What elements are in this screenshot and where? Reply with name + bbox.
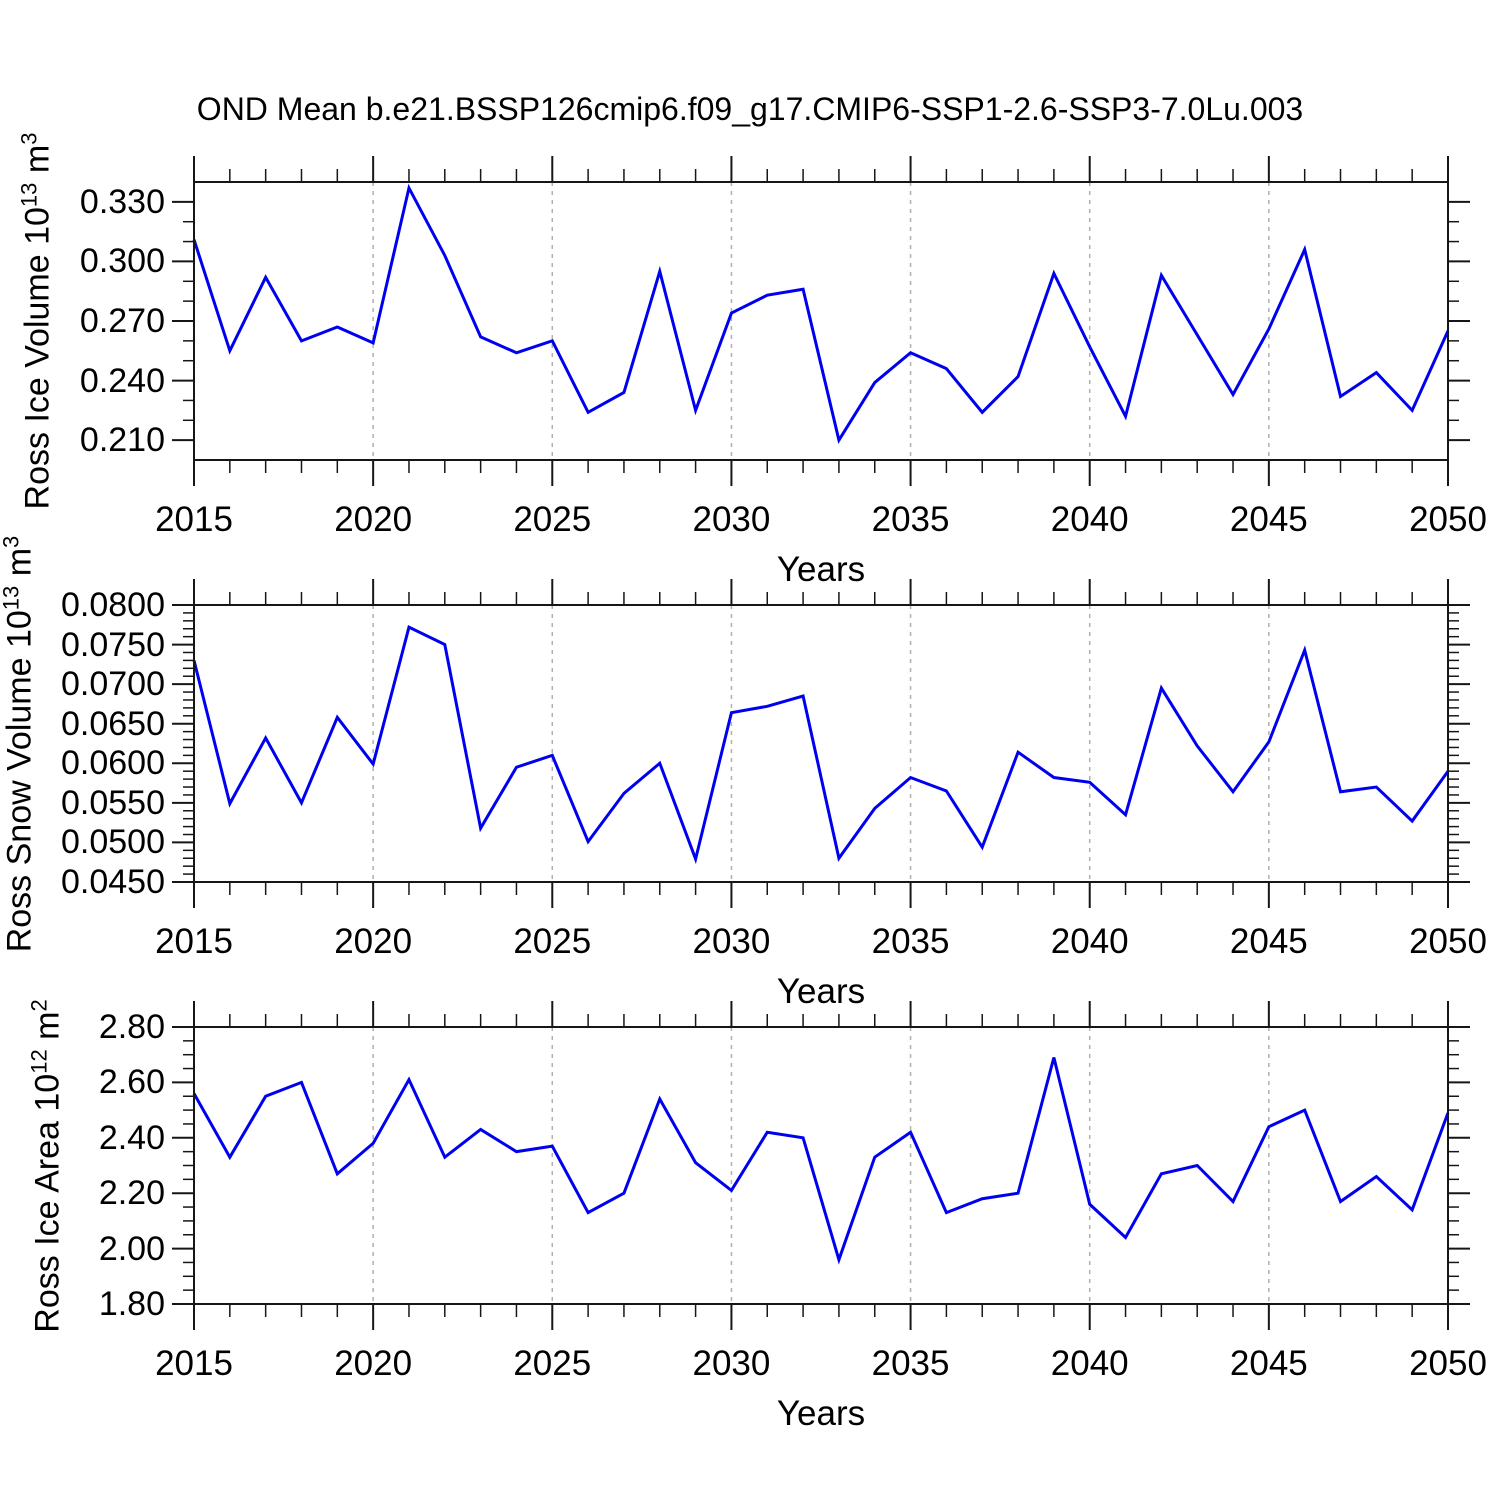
x-tick-label: 2035 xyxy=(871,922,950,961)
y-tick-label: 0.300 xyxy=(79,242,165,281)
x-tick-label: 2040 xyxy=(1050,922,1129,961)
y-axis-title-ice-area: Ross Ice Area 1012 m2 xyxy=(27,999,68,1332)
y-tick-label: 0.270 xyxy=(79,302,165,340)
x-tick-label: 2020 xyxy=(334,922,413,961)
series-line-ross-snow-volume xyxy=(192,625,1450,865)
x-tick-label: 2020 xyxy=(334,1344,413,1383)
x-tick-label: 2040 xyxy=(1050,500,1129,539)
x-tick-label: 2030 xyxy=(692,500,771,539)
series-line-ross-ice-volume xyxy=(192,183,1450,444)
figure-title: OND Mean b.e21.BSSP126cmip6.f09_g17.CMIP… xyxy=(196,91,1304,127)
y-tick-label: 0.0500 xyxy=(61,823,165,862)
x-axis-title: Years xyxy=(776,972,866,1011)
y-axis-title-unit: m xyxy=(0,547,39,586)
y-tick-label: 0.0550 xyxy=(61,783,165,822)
y-tick-label: 2.60 xyxy=(98,1063,165,1102)
y-axis-title-unit: m xyxy=(18,144,57,183)
y-tick-label: 2.20 xyxy=(98,1174,165,1213)
x-tick-label: 2050 xyxy=(1409,500,1487,539)
x-tick-label: 2030 xyxy=(692,1344,771,1383)
y-tick-label: 0.330 xyxy=(79,182,165,221)
x-tick-label: 2035 xyxy=(871,500,950,539)
x-axis-title: Years xyxy=(776,550,866,589)
y-axis-title-unit-exponent: 3 xyxy=(16,132,42,145)
x-tick-label: 2015 xyxy=(155,922,233,961)
y-tick-label: 0.210 xyxy=(79,421,165,460)
y-tick-label: 2.80 xyxy=(98,1008,165,1046)
x-tick-label: 2025 xyxy=(513,500,592,539)
x-tick-label: 2050 xyxy=(1409,1344,1487,1383)
y-tick-label: 0.0600 xyxy=(61,744,165,783)
y-tick-label: 0.0450 xyxy=(61,863,165,901)
y-tick-label: 0.0700 xyxy=(61,665,165,704)
y-tick-label: 1.80 xyxy=(98,1285,165,1323)
y-tick-label: 0.0750 xyxy=(61,625,165,664)
x-tick-label: 2045 xyxy=(1229,922,1308,961)
x-axis-title: Years xyxy=(776,1394,866,1433)
y-tick-label: 0.0800 xyxy=(61,586,165,624)
plot-frame-ross-ice-volume xyxy=(193,181,1449,461)
x-tick-label: 2020 xyxy=(334,500,413,539)
x-tick-label: 2015 xyxy=(155,500,233,539)
x-tick-label: 2025 xyxy=(513,922,592,961)
x-tick-label: 2030 xyxy=(692,922,771,961)
y-axis-title-unit-exponent: 3 xyxy=(0,535,24,548)
y-tick-label: 2.00 xyxy=(98,1229,165,1268)
plot-frame-ross-snow-volume xyxy=(193,604,1449,883)
y-tick-label: 0.0650 xyxy=(61,704,165,743)
x-tick-label: 2015 xyxy=(155,1344,233,1383)
x-tick-label: 2040 xyxy=(1050,1344,1129,1383)
x-tick-label: 2025 xyxy=(513,1344,592,1383)
x-tick-label: 2035 xyxy=(871,1344,950,1383)
plot-frame-ross-ice-area xyxy=(193,1026,1449,1305)
y-tick-label: 2.40 xyxy=(98,1118,165,1157)
x-tick-label: 2045 xyxy=(1229,500,1308,539)
x-tick-label: 2045 xyxy=(1229,1344,1308,1383)
series-line-ross-ice-area xyxy=(192,1057,1450,1265)
x-tick-label: 2050 xyxy=(1409,922,1487,961)
y-tick-label: 0.240 xyxy=(79,361,165,400)
